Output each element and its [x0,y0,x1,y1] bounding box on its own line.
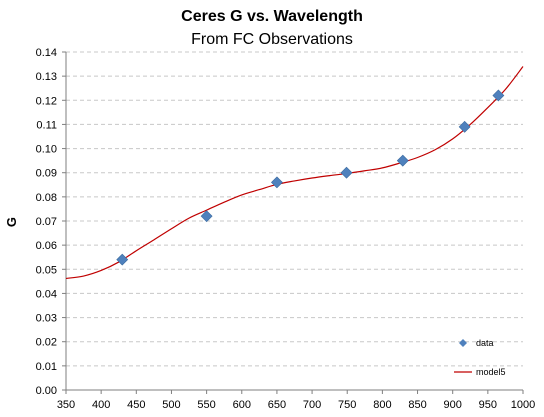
y-axis-label: G [4,217,19,227]
legend-diamond-marker [459,339,467,347]
y-tick-label: 0.01 [36,361,57,373]
legend-label-data: data [476,338,494,348]
y-tick-label: 0.13 [36,71,57,83]
gridlines [66,51,523,367]
y-tick-label: 0.09 [36,168,57,180]
data-point [116,253,129,266]
y-tick-label: 0.02 [36,337,57,349]
x-tick-label: 600 [233,399,251,411]
chart-title: Ceres G vs. Wavelength [181,8,363,25]
y-tick-label: 0.12 [36,95,57,107]
x-tick-label: 500 [162,399,180,411]
series-line-model5 [65,66,524,280]
y-tick-label: 0.03 [36,313,57,325]
plot-area [65,66,524,280]
x-tick-label: 550 [197,399,215,411]
legend-label-model5: model5 [476,367,506,377]
y-tick-label: 0.11 [36,119,57,131]
data-point [270,176,283,189]
y-tick-label: 0.00 [36,385,57,397]
x-tick-labels: 350 400 450 500 550 600 650 700 750 800 850 900 950 1… [57,399,535,411]
x-tick-label: 350 [57,399,75,411]
x-tick-label: 700 [303,399,321,411]
x-tick-label: 950 [479,399,497,411]
data-point [458,120,471,133]
x-tick-label: 800 [373,399,391,411]
x-tick-label: 450 [127,399,145,411]
legend-item-model5: model5 [454,367,506,377]
y-tick-label: 0.07 [36,216,57,228]
y-tick-label: 0.05 [36,264,57,276]
y-tick-labels: 0.00 0.01 0.02 0.03 0.04 0.05 0.06 0.07 0.08 0.09… [36,47,57,397]
chart-subtitle: From FC Observations [191,31,353,48]
y-tick-label: 0.14 [36,47,57,59]
data-point [200,210,213,223]
y-tick-label: 0.08 [36,192,57,204]
y-tick-label: 0.10 [36,144,57,156]
x-tick-label: 650 [268,399,286,411]
y-tick-label: 0.06 [36,240,57,252]
x-tick-label: 850 [408,399,426,411]
legend-item-data: data [459,338,494,348]
legend: data model5 [454,338,506,377]
x-tick-label: 400 [92,399,110,411]
data-point [340,166,353,179]
y-tick-label: 0.04 [36,288,57,300]
axes [62,51,524,394]
x-tick-label: 1000 [511,399,535,411]
x-tick-label: 750 [338,399,356,411]
data-point [396,154,409,167]
x-tick-label: 900 [444,399,462,411]
data-point [492,89,505,102]
